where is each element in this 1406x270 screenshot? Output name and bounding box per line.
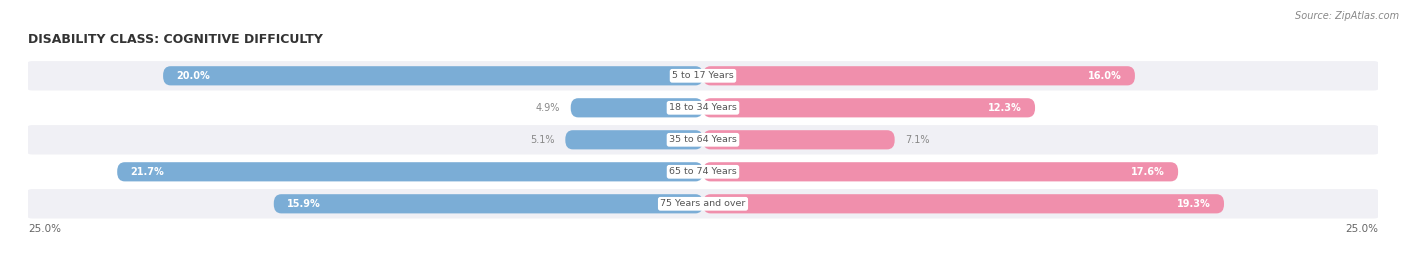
Text: 15.9%: 15.9% (287, 199, 321, 209)
FancyBboxPatch shape (22, 157, 1384, 187)
Text: 25.0%: 25.0% (1346, 224, 1378, 234)
FancyBboxPatch shape (22, 61, 1384, 90)
FancyBboxPatch shape (22, 125, 1384, 154)
FancyBboxPatch shape (703, 66, 1135, 85)
Text: DISABILITY CLASS: COGNITIVE DIFFICULTY: DISABILITY CLASS: COGNITIVE DIFFICULTY (28, 33, 323, 46)
Text: 75 Years and over: 75 Years and over (661, 199, 745, 208)
Text: 19.3%: 19.3% (1177, 199, 1211, 209)
Text: 7.1%: 7.1% (905, 135, 929, 145)
FancyBboxPatch shape (565, 130, 703, 149)
Text: 21.7%: 21.7% (131, 167, 165, 177)
FancyBboxPatch shape (703, 130, 894, 149)
Text: 4.9%: 4.9% (536, 103, 560, 113)
FancyBboxPatch shape (163, 66, 703, 85)
FancyBboxPatch shape (703, 194, 1225, 213)
Text: 20.0%: 20.0% (177, 71, 211, 81)
Text: 5 to 17 Years: 5 to 17 Years (672, 71, 734, 80)
Text: 12.3%: 12.3% (988, 103, 1022, 113)
FancyBboxPatch shape (117, 162, 703, 181)
Text: Source: ZipAtlas.com: Source: ZipAtlas.com (1295, 11, 1399, 21)
Text: 35 to 64 Years: 35 to 64 Years (669, 135, 737, 144)
Text: 25.0%: 25.0% (28, 224, 60, 234)
Text: 18 to 34 Years: 18 to 34 Years (669, 103, 737, 112)
FancyBboxPatch shape (571, 98, 703, 117)
FancyBboxPatch shape (274, 194, 703, 213)
Text: 65 to 74 Years: 65 to 74 Years (669, 167, 737, 176)
Text: 5.1%: 5.1% (530, 135, 554, 145)
FancyBboxPatch shape (22, 189, 1384, 218)
FancyBboxPatch shape (22, 93, 1384, 123)
FancyBboxPatch shape (703, 98, 1035, 117)
Text: 17.6%: 17.6% (1130, 167, 1164, 177)
FancyBboxPatch shape (703, 162, 1178, 181)
Text: 16.0%: 16.0% (1088, 71, 1122, 81)
